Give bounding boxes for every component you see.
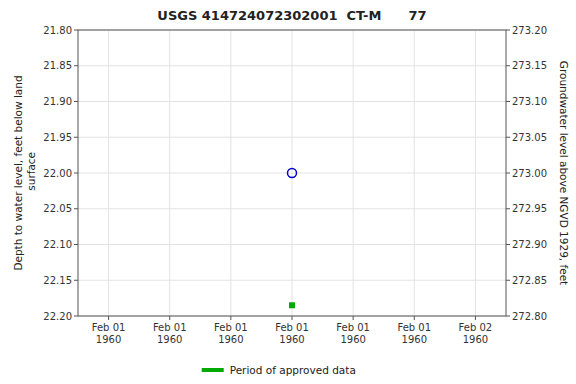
text-line: Feb 01 bbox=[153, 322, 187, 333]
tick-label: 273.15 bbox=[512, 60, 547, 71]
background bbox=[0, 0, 576, 384]
tick bbox=[74, 244, 78, 245]
y2-axis: 272.80 272.85 272.90 272.95 273.00 273.05 273.… bbox=[506, 25, 547, 322]
axis-label: Depth to water level, feet below land su… bbox=[12, 75, 37, 270]
tick-label: Feb 011960 bbox=[336, 322, 370, 345]
text-line: 1960 bbox=[218, 334, 243, 345]
tick bbox=[506, 30, 510, 31]
tick-label: Feb 011960 bbox=[214, 322, 248, 345]
point bbox=[288, 169, 297, 178]
tick-label: 272.85 bbox=[512, 275, 547, 286]
tick-label: 22.10 bbox=[43, 239, 72, 250]
text-line: Feb 01 bbox=[397, 322, 431, 333]
tick-label: 273.00 bbox=[512, 168, 547, 179]
tick bbox=[74, 208, 78, 209]
grid-line bbox=[414, 30, 415, 316]
tick-label: 22.05 bbox=[43, 203, 72, 214]
text-line: surface bbox=[25, 152, 37, 194]
tick bbox=[74, 316, 78, 317]
tick-label: 21.90 bbox=[43, 96, 72, 107]
text-line: 1960 bbox=[340, 334, 365, 345]
tick bbox=[74, 30, 78, 31]
tick-label: Feb 021960 bbox=[459, 322, 493, 345]
legend-label: Period of approved data bbox=[230, 364, 356, 376]
text-line: 1960 bbox=[157, 334, 182, 345]
tick-label: Feb 011960 bbox=[153, 322, 187, 345]
text-line: Feb 01 bbox=[92, 322, 126, 333]
plot-frame bbox=[78, 30, 506, 316]
title: USGS 414724072302001 CT-M 77 bbox=[157, 8, 426, 23]
grid-line bbox=[169, 30, 170, 316]
legend: Period of approved data bbox=[202, 364, 356, 376]
tick bbox=[353, 316, 354, 320]
tick-label: 22.20 bbox=[43, 311, 72, 322]
tick bbox=[230, 316, 231, 320]
tick bbox=[506, 137, 510, 138]
grid bbox=[78, 30, 506, 316]
tick-label: Feb 011960 bbox=[92, 322, 126, 345]
tick bbox=[506, 173, 510, 174]
chart: 21.80 21.85 21.90 21.95 22.00 22.05 22.10 22.15… bbox=[0, 0, 576, 384]
text-line: Depth to water level, feet below land bbox=[12, 75, 24, 270]
y-axis: 21.80 21.85 21.90 21.95 22.00 22.05 22.10 22.15… bbox=[43, 25, 78, 322]
tick bbox=[292, 316, 293, 320]
tick-label: 272.80 bbox=[512, 311, 547, 322]
tick bbox=[169, 316, 170, 320]
tick-label: 273.20 bbox=[512, 25, 547, 36]
tick bbox=[506, 280, 510, 281]
text-line: 1960 bbox=[402, 334, 427, 345]
tick-label: 21.95 bbox=[43, 132, 72, 143]
tick bbox=[506, 244, 510, 245]
tick-label: Feb 011960 bbox=[397, 322, 431, 345]
tick bbox=[506, 208, 510, 209]
tick bbox=[74, 65, 78, 66]
text-line: Feb 01 bbox=[275, 322, 309, 333]
axis-label: Groundwater level above NGVD 1929, feet bbox=[558, 61, 570, 285]
grid-line bbox=[108, 30, 109, 316]
tick bbox=[74, 280, 78, 281]
tick-label: Feb 011960 bbox=[275, 322, 309, 345]
marks bbox=[288, 169, 297, 309]
tick-label: 273.10 bbox=[512, 96, 547, 107]
legend-swatch bbox=[202, 368, 224, 372]
tick-label: 272.95 bbox=[512, 203, 547, 214]
grid-line bbox=[353, 30, 354, 316]
tick-label: 21.80 bbox=[43, 25, 72, 36]
tick-label: 273.05 bbox=[512, 132, 547, 143]
grid-line bbox=[475, 30, 476, 316]
text-line: Feb 01 bbox=[214, 322, 248, 333]
tick bbox=[74, 173, 78, 174]
tick bbox=[475, 316, 476, 320]
tick bbox=[414, 316, 415, 320]
tick bbox=[108, 316, 109, 320]
tick-label: 22.15 bbox=[43, 275, 72, 286]
tick-label: 22.00 bbox=[43, 168, 72, 179]
text-line: Feb 01 bbox=[336, 322, 370, 333]
text-line: Feb 02 bbox=[459, 322, 493, 333]
tick bbox=[74, 137, 78, 138]
text-line: 1960 bbox=[279, 334, 304, 345]
tick-label: 272.90 bbox=[512, 239, 547, 250]
grid-line bbox=[292, 30, 293, 316]
tick-label: 21.85 bbox=[43, 60, 72, 71]
tick bbox=[74, 101, 78, 102]
point bbox=[289, 302, 295, 308]
text-line: 1960 bbox=[463, 334, 488, 345]
tick bbox=[506, 316, 510, 317]
x-axis: Feb 011960Feb 011960Feb 011960Feb 011960… bbox=[92, 316, 492, 345]
text-line: 1960 bbox=[96, 334, 121, 345]
tick bbox=[506, 101, 510, 102]
grid-line bbox=[230, 30, 231, 316]
tick bbox=[506, 65, 510, 66]
